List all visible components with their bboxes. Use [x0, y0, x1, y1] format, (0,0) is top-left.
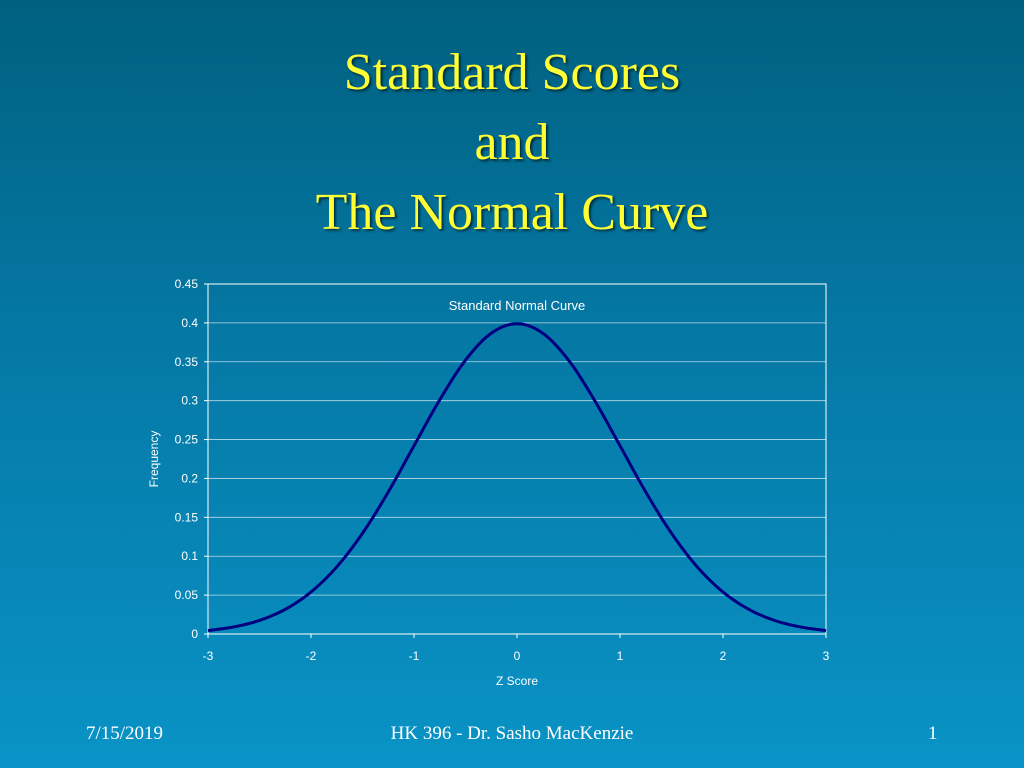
x-tick-label: -2	[306, 649, 317, 663]
footer-date: 7/15/2019	[86, 723, 164, 744]
y-tick-label: 0.25	[175, 433, 199, 447]
axis-ticks: 0 0.05 0.1 0.15 0.2 0.25 0.3 0.35 0.4 0.45 -3 -2 -1 0…	[175, 277, 830, 663]
x-tick-label: 3	[823, 649, 830, 663]
x-tick-label: 2	[720, 649, 727, 663]
footer-course: HK 396 - Dr. Sasho MacKenzie	[390, 723, 634, 744]
y-tick-label: 0.4	[181, 316, 198, 330]
plot-area	[207, 283, 827, 635]
footer-page-number: 1	[928, 723, 938, 744]
x-axis-label: Z Score	[496, 674, 538, 688]
y-tick-label: 0.45	[175, 277, 199, 291]
title-line-2: and	[474, 114, 550, 171]
normal-curve-chart: 0 0.05 0.1 0.15 0.2 0.25 0.3 0.35 0.4 0.45 -3 -2 -1 0…	[147, 277, 830, 688]
y-tick-label: 0.35	[175, 355, 199, 369]
curve-series-line	[207, 322, 827, 633]
y-tick-label: 0.3	[181, 394, 198, 408]
title-line-3: The Normal Curve	[315, 184, 709, 241]
y-tick-label: 0	[191, 627, 198, 641]
x-tick-label: -3	[203, 649, 214, 663]
y-axis-label: Frequency	[147, 431, 161, 488]
gridlines	[208, 322, 826, 596]
y-tick-label: 0.15	[175, 510, 199, 524]
y-tick-label: 0.1	[181, 549, 198, 563]
slide-title: Standard Scores and The Normal Curve	[0, 38, 1024, 248]
title-line-1: Standard Scores	[343, 44, 681, 101]
x-tick-label: 1	[617, 649, 624, 663]
y-tick-label: 0.2	[181, 471, 198, 485]
chart-title: Standard Normal Curve	[449, 298, 586, 313]
y-tick-label: 0.05	[175, 588, 199, 602]
x-tick-label: -1	[409, 649, 420, 663]
x-tick-label: 0	[514, 649, 521, 663]
